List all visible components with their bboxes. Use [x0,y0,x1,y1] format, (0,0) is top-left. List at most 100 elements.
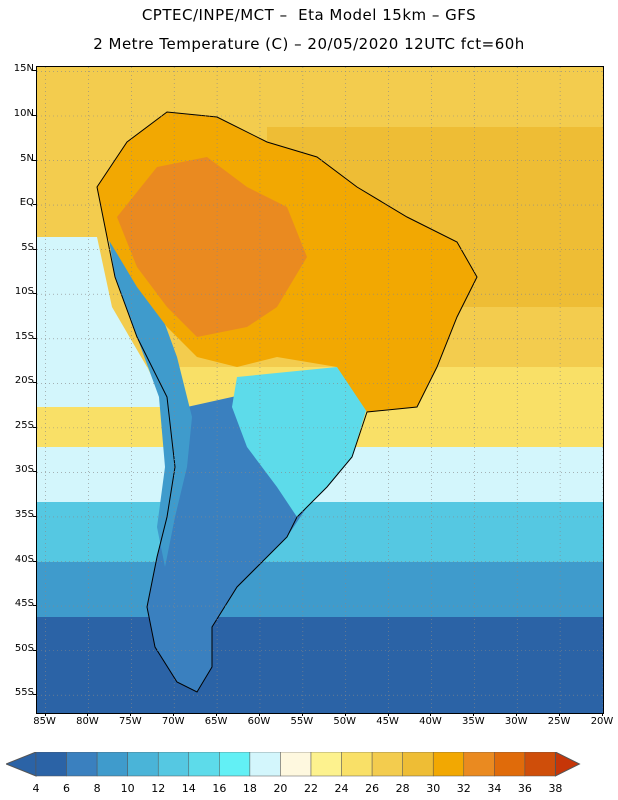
legend-label: 36 [517,782,532,795]
lon-label: 30W [504,716,528,727]
map-title: CPTEC/INPE/MCT – Eta Model 15km – GFS [141,6,477,24]
legend-label: 20 [273,782,288,795]
lat-tick [33,515,36,517]
coastline [96,111,478,693]
lon-tick [216,713,218,716]
lat-label: 35S [14,508,34,520]
lat-label: 15S [14,330,34,342]
lon-label: 20W [590,716,614,727]
lat-tick [33,293,36,295]
legend-swatch [35,752,67,777]
lat-tick [33,605,36,607]
lon-label: 25W [547,716,571,727]
legend-swatch [310,752,342,777]
legend-swatch [280,752,312,777]
legend-swatch [524,752,556,777]
lat-label: 25S [14,419,34,431]
legend-swatch [402,752,434,777]
lat-tick [33,382,36,384]
legend-arrow-low [6,752,37,777]
legend-label: 10 [120,782,135,795]
lon-label: 45W [376,716,399,727]
lat-tick [33,159,36,161]
legend-label: 16 [212,782,227,795]
legend-label: 28 [395,782,410,795]
color-legend [6,752,581,777]
lon-tick [473,713,475,716]
lon-tick [516,713,518,716]
lat-label: 50S [14,642,34,654]
lat-tick [33,426,36,428]
lat-tick [33,70,36,72]
lon-tick [173,713,175,716]
legend-label: 8 [93,782,101,795]
lon-tick [258,713,260,716]
legend-label: 4 [32,782,40,795]
legend-label: 34 [487,782,502,795]
lon-tick [344,713,346,716]
lat-tick [33,337,36,339]
ocean-band-colder [37,562,603,617]
lat-tick [33,204,36,206]
lon-tick [301,713,303,716]
lat-tick [33,560,36,562]
legend-label: 6 [63,782,71,795]
legend-label: 38 [548,782,563,795]
legend-arrow-high [554,752,581,777]
lon-tick [87,713,89,716]
lon-tick [430,713,432,716]
lat-label: 40S [14,553,34,565]
lat-label: 10N [13,108,34,119]
lat-tick [33,115,36,116]
pacific-cool-tongue [37,237,167,407]
legend-label: 32 [456,782,471,795]
legend-label: 12 [151,782,166,795]
lat-label: 5S [21,241,34,253]
legend-swatch [463,752,495,777]
lat-label: 45S [14,598,34,610]
legend-swatch [371,752,403,777]
lat-tick [33,694,36,696]
legend-swatch [249,752,281,777]
map-subtitle: 2 Metre Temperature (C) – 20/05/2020 12U… [93,35,525,53]
legend-swatch [66,752,98,777]
lon-label: 35W [462,716,485,727]
legend-label: 24 [334,782,349,795]
lon-tick [387,713,389,716]
ocean-band-cold [37,502,603,562]
lon-label: 70W [161,716,185,727]
legend-swatch [188,752,220,777]
lon-tick [602,713,603,716]
legend-label: 18 [242,782,257,795]
lat-label: 20S [14,375,34,387]
legend-label: 22 [304,782,318,795]
lat-tick [33,649,36,651]
lat-tick [33,471,36,473]
legend-label: 14 [181,782,196,795]
lat-label: EQ [19,197,34,209]
temperature-map [36,66,604,714]
lon-tick [559,713,561,716]
map-canvas [37,67,603,713]
lon-label: 55W [290,716,314,727]
legend-swatch [494,752,526,777]
legend-label: 26 [365,782,380,795]
legend-swatch [157,752,190,777]
legend-swatch [127,752,159,777]
lon-label: 85W [33,716,56,727]
lon-label: 75W [119,716,142,727]
legend-swatch [432,752,465,777]
amazon-hot-core [117,157,307,337]
ocean-band-south [37,617,603,713]
lon-label: 60W [247,716,271,727]
legend-label: 30 [426,782,441,795]
lat-label: 30S [14,464,34,476]
lat-label: 15N [13,63,34,75]
lon-label: 40W [419,716,442,727]
legend-swatch [96,752,128,777]
lon-tick [44,713,46,716]
lon-label: 80W [76,716,99,727]
lon-label: 65W [204,716,228,727]
lat-label: 10S [14,286,34,298]
lat-label: 5N [20,152,34,164]
